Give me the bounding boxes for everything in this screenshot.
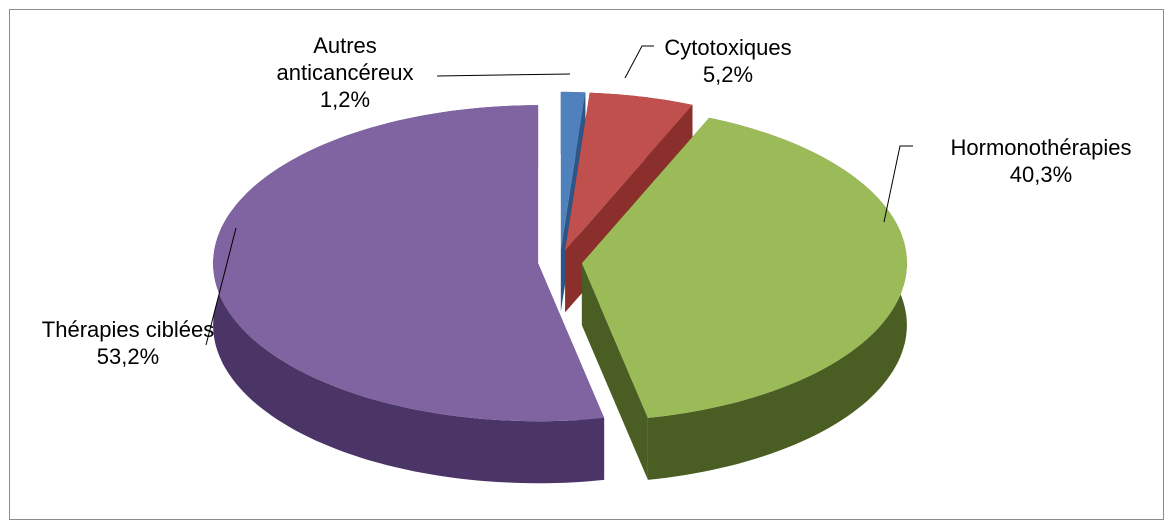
label-name: Autres anticancéreux — [276, 33, 414, 85]
label-value: 40,3% — [1009, 162, 1073, 187]
label-name: Cytotoxiques — [664, 35, 792, 60]
leader-line — [883, 145, 913, 223]
leader-lines — [205, 45, 913, 346]
label-value: 5,2% — [702, 62, 754, 87]
label-value: 53,2% — [96, 344, 160, 369]
slice — [565, 92, 693, 251]
leader-line — [436, 73, 571, 77]
slice-label: Hormonothérapies 40,3% — [906, 134, 1175, 188]
chart-frame — [9, 9, 1164, 520]
slice — [560, 91, 586, 250]
slice-label: Thérapies ciblées 53,2% — [0, 316, 256, 370]
label-name: Hormonothérapies — [950, 135, 1132, 160]
slice-label: Autres anticancéreux 1,2% — [265, 32, 425, 113]
slice — [581, 117, 907, 418]
leader-line — [205, 227, 237, 346]
pie — [213, 91, 907, 484]
label-value: 1,2% — [319, 87, 371, 112]
slice-label: Cytotoxiques 5,2% — [628, 34, 828, 88]
label-name: Thérapies ciblées — [41, 317, 215, 342]
slice — [213, 105, 605, 422]
slice-side — [581, 263, 648, 480]
leader-line — [624, 45, 654, 79]
